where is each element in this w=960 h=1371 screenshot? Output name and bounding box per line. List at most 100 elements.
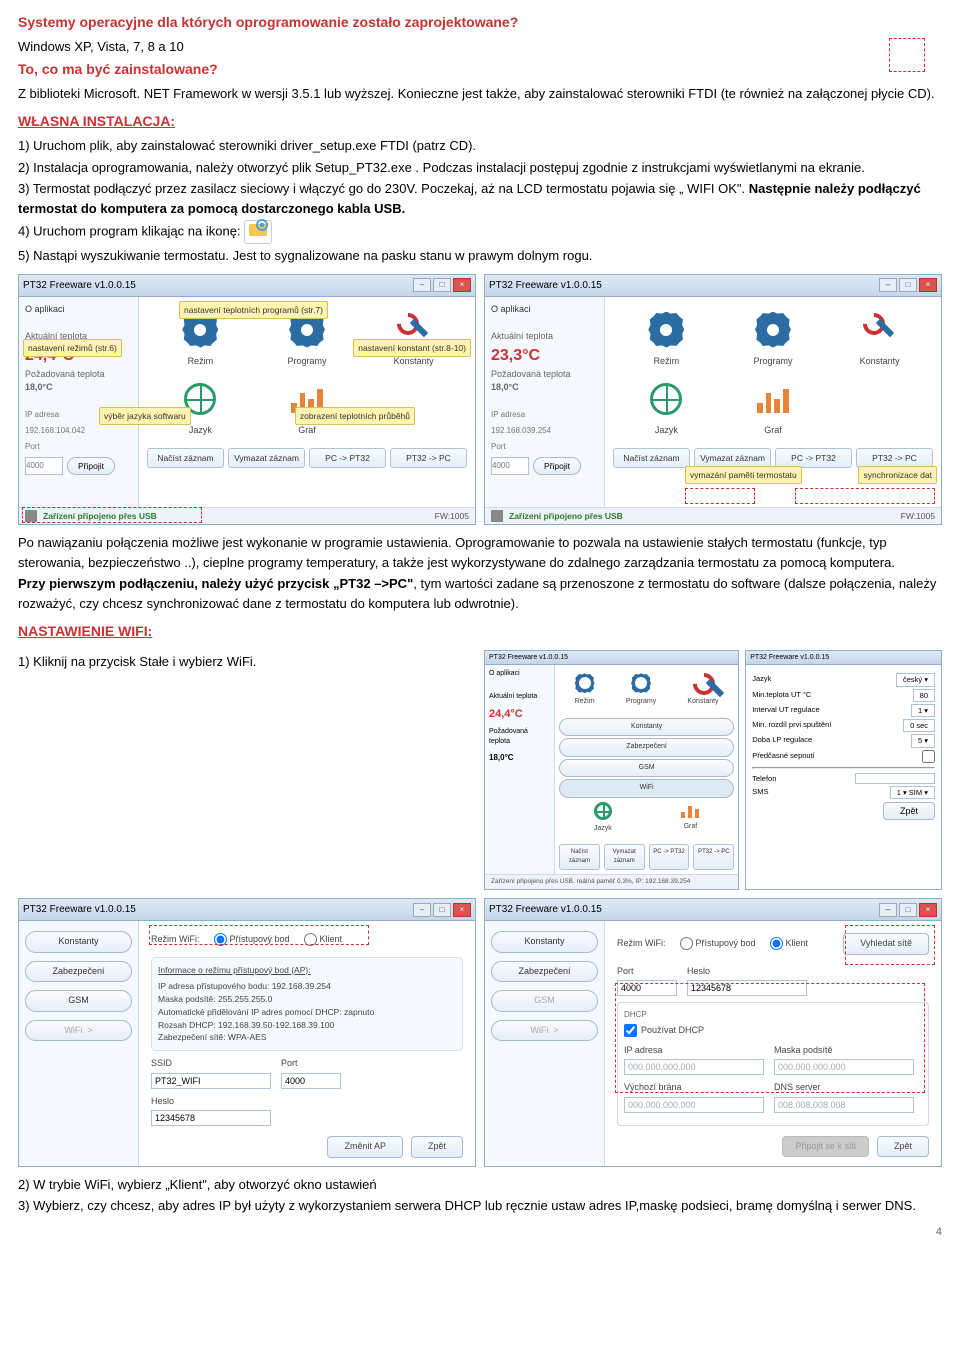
fw-label: FW:1005	[901, 510, 935, 523]
port-input[interactable]	[491, 457, 529, 476]
ip-value: 192.168.104.042	[25, 425, 132, 437]
middle-paragraph: Po nawiązaniu połączenia możliwe jest wy…	[18, 533, 942, 572]
window-title: PT32 Freeware v1.0.0.15	[489, 278, 602, 293]
zpet-button[interactable]: Zpět	[411, 1136, 463, 1158]
wifi-sub-button[interactable]: WiFi	[559, 779, 734, 798]
pt32-pc-button[interactable]: PT32 -> PC	[390, 448, 467, 469]
app-launch-icon	[244, 220, 272, 244]
window-title: PT32 Freeware v1.0.0.15	[23, 902, 136, 917]
wrench-icon[interactable]	[863, 313, 897, 347]
wifi-step-2: 2) W trybie WiFi, wybierz „Klient", aby …	[18, 1175, 942, 1195]
port-input[interactable]	[281, 1073, 341, 1089]
window-title: PT32 Freeware v1.0.0.15	[489, 902, 602, 917]
minimize-icon[interactable]: –	[879, 903, 897, 917]
checkbox[interactable]	[922, 750, 935, 763]
ip-label: IP adresa	[491, 409, 598, 421]
zabez-sub-button[interactable]: Zabezpečení	[559, 738, 734, 757]
rezim-label: Režim	[654, 355, 680, 369]
minimize-icon[interactable]: –	[879, 278, 897, 292]
ssid-label: SSID	[151, 1057, 271, 1071]
maximize-icon[interactable]: □	[433, 278, 451, 292]
pripojit-button[interactable]: Připojit se k síti	[782, 1136, 869, 1158]
heslo-input[interactable]	[151, 1110, 271, 1126]
temp-req: 18,0°C	[25, 381, 132, 395]
middle-bold-line: Przy pierwszym podłączeniu, należy użyć …	[18, 574, 942, 613]
callout-vymaz: vymazání paměti termostatu	[685, 466, 802, 485]
dashed-highlight-klient	[845, 925, 935, 965]
minimize-icon[interactable]: –	[413, 903, 431, 917]
wifi-button[interactable]: WiFi >	[25, 1020, 132, 1042]
status-text: Zařízení připojeno přes USB	[509, 510, 623, 523]
close-icon[interactable]: ×	[919, 903, 937, 917]
step-3: 3) Termostat podłączyć przez zasilacz si…	[18, 179, 942, 218]
close-icon[interactable]: ×	[919, 278, 937, 292]
dashed-highlight-mode	[149, 925, 369, 945]
maximize-icon[interactable]: □	[899, 278, 917, 292]
fw-label: FW:1005	[435, 510, 469, 523]
connect-button[interactable]: Připojit	[67, 457, 115, 476]
maximize-icon[interactable]: □	[899, 903, 917, 917]
temp-current: 23,3°C	[491, 344, 598, 368]
gsm-button[interactable]: GSM	[491, 990, 598, 1012]
nacist-button[interactable]: Načíst záznam	[147, 448, 224, 469]
about-link[interactable]: O aplikaci	[25, 303, 132, 317]
globe-icon[interactable]	[650, 383, 682, 415]
close-icon[interactable]: ×	[453, 903, 471, 917]
port-label: Port	[617, 965, 677, 979]
gear-icon[interactable]	[575, 673, 595, 693]
wrench-icon[interactable]	[693, 673, 713, 693]
os-line: Windows XP, Vista, 7, 8 a 10	[18, 37, 942, 57]
maximize-icon[interactable]: □	[433, 903, 451, 917]
port-label: Port	[491, 441, 598, 453]
nacist-button[interactable]: Načíst záznam	[613, 448, 690, 469]
title-own-install: WŁASNA INSTALACJA:	[18, 111, 942, 132]
req-line: Z biblioteki Microsoft. NET Framework w …	[18, 84, 942, 104]
dns-input[interactable]	[774, 1097, 914, 1113]
wifi-screenshot-klient: PT32 Freeware v1.0.0.15 –□× Konstanty Za…	[484, 898, 942, 1167]
connect-button[interactable]: Připojit	[533, 457, 581, 476]
heslo-label: Heslo	[151, 1095, 271, 1109]
brana-input[interactable]	[624, 1097, 764, 1113]
radio-klient[interactable]: Klient	[770, 937, 809, 951]
ip-value: 192.168.039.254	[491, 425, 598, 437]
programy-label: Programy	[753, 355, 792, 369]
vymazat-button[interactable]: Vymazat záznam	[228, 448, 305, 469]
konstanty-button[interactable]: Konstanty	[25, 931, 132, 953]
zmenit-button[interactable]: Změnit AP	[327, 1136, 403, 1158]
callout-rezim: nastavení režimů (str.6)	[23, 339, 122, 358]
dashed-highlight-status	[22, 507, 202, 523]
temp-req-label: Požadovaná teplota	[491, 368, 598, 382]
about-link[interactable]: O aplikaci	[491, 303, 598, 317]
step-4: 4) Uruchom program klikając na ikonę:	[18, 220, 942, 244]
step-1: 1) Uruchom plik, aby zainstalować sterow…	[18, 136, 942, 156]
zpet-button[interactable]: Zpět	[877, 1136, 929, 1158]
zabez-button[interactable]: Zabezpečení	[491, 961, 598, 983]
globe-icon[interactable]	[594, 802, 612, 820]
radio-ap[interactable]: Přístupový bod	[680, 937, 756, 951]
zpet-button[interactable]: Zpět	[883, 802, 935, 820]
minimize-icon[interactable]: –	[413, 278, 431, 292]
konstanty-sub-button[interactable]: Konstanty	[559, 718, 734, 737]
pc-pt32-button[interactable]: PC -> PT32	[309, 448, 386, 469]
gear-icon[interactable]	[631, 673, 651, 693]
temp-req-label: Požadovaná teplota	[25, 368, 132, 382]
close-icon[interactable]: ×	[453, 278, 471, 292]
programy-label: Programy	[287, 355, 326, 369]
temp-req: 18,0°C	[491, 381, 598, 395]
port-input[interactable]	[25, 457, 63, 476]
gear-icon[interactable]	[648, 312, 684, 348]
gear-icon[interactable]	[755, 312, 791, 348]
gsm-sub-button[interactable]: GSM	[559, 759, 734, 778]
wifi-button[interactable]: WiFi >	[491, 1020, 598, 1042]
konstanty-button[interactable]: Konstanty	[491, 931, 598, 953]
window-title: PT32 Freeware v1.0.0.15	[23, 278, 136, 293]
zabez-button[interactable]: Zabezpečení	[25, 961, 132, 983]
temp-current-label: Aktuální teplota	[491, 330, 598, 344]
ssid-input[interactable]	[151, 1073, 271, 1089]
mode-label: Režim WiFi:	[617, 937, 666, 951]
title-install-req: To, co ma być zainstalowane?	[18, 59, 942, 80]
graf-label: Graf	[298, 424, 316, 438]
chart-icon[interactable]	[681, 802, 699, 818]
chart-icon[interactable]	[757, 385, 789, 413]
gsm-button[interactable]: GSM	[25, 990, 132, 1012]
